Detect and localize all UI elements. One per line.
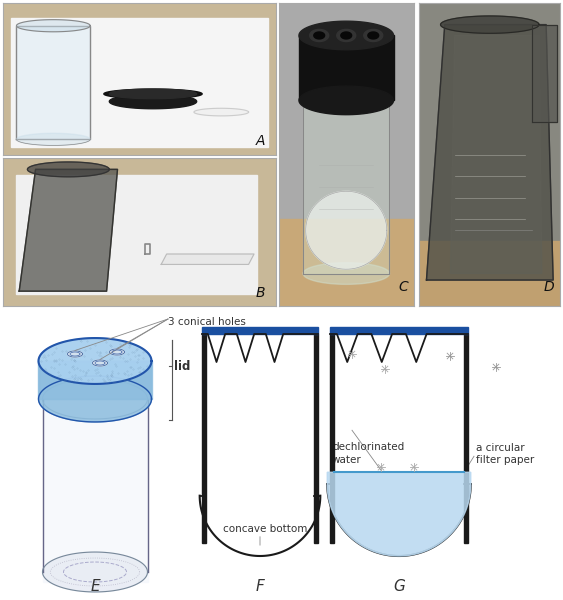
Polygon shape — [330, 327, 468, 334]
Polygon shape — [532, 25, 557, 122]
Polygon shape — [95, 361, 105, 365]
Polygon shape — [314, 32, 325, 39]
Polygon shape — [337, 29, 356, 41]
Polygon shape — [42, 399, 148, 582]
Polygon shape — [28, 162, 109, 177]
Bar — [279, 220, 414, 306]
Polygon shape — [303, 263, 390, 284]
Polygon shape — [109, 89, 196, 99]
Polygon shape — [450, 35, 542, 274]
Text: lid: lid — [174, 359, 190, 373]
Polygon shape — [368, 32, 379, 39]
Polygon shape — [112, 350, 122, 354]
Polygon shape — [16, 20, 90, 32]
Polygon shape — [104, 89, 202, 98]
Text: a circular
filter paper: a circular filter paper — [476, 443, 534, 466]
Polygon shape — [427, 25, 553, 280]
Polygon shape — [314, 334, 318, 543]
Polygon shape — [303, 100, 390, 274]
Text: E: E — [90, 579, 100, 594]
Polygon shape — [38, 338, 151, 384]
Text: C: C — [399, 280, 408, 294]
Polygon shape — [202, 327, 318, 334]
Polygon shape — [330, 334, 334, 543]
Polygon shape — [16, 133, 90, 145]
Polygon shape — [19, 169, 118, 291]
Text: concave bottom: concave bottom — [223, 524, 307, 534]
Text: dechlorinated
water: dechlorinated water — [332, 442, 404, 464]
Polygon shape — [327, 472, 471, 556]
Polygon shape — [16, 26, 90, 139]
Polygon shape — [68, 351, 83, 357]
Polygon shape — [310, 29, 329, 41]
Text: B: B — [256, 286, 265, 300]
Polygon shape — [38, 361, 151, 422]
Polygon shape — [161, 254, 254, 265]
Polygon shape — [70, 352, 80, 356]
Polygon shape — [92, 360, 108, 366]
Bar — [11, 18, 267, 147]
Polygon shape — [43, 552, 148, 592]
Text: D: D — [544, 280, 555, 294]
Polygon shape — [464, 334, 468, 543]
Polygon shape — [441, 16, 539, 33]
Polygon shape — [202, 334, 206, 543]
Text: G: G — [393, 579, 405, 594]
Bar — [419, 241, 560, 306]
Text: A: A — [256, 134, 265, 148]
Polygon shape — [194, 108, 249, 116]
Text: F: F — [256, 579, 265, 594]
Polygon shape — [299, 35, 394, 100]
Polygon shape — [109, 94, 196, 109]
Polygon shape — [364, 29, 383, 41]
Polygon shape — [306, 191, 387, 269]
Polygon shape — [109, 349, 124, 355]
Text: 3 conical holes: 3 conical holes — [168, 317, 246, 327]
Polygon shape — [38, 361, 151, 399]
Polygon shape — [299, 86, 394, 115]
Bar — [16, 175, 257, 294]
Polygon shape — [299, 21, 394, 50]
Polygon shape — [341, 32, 352, 39]
